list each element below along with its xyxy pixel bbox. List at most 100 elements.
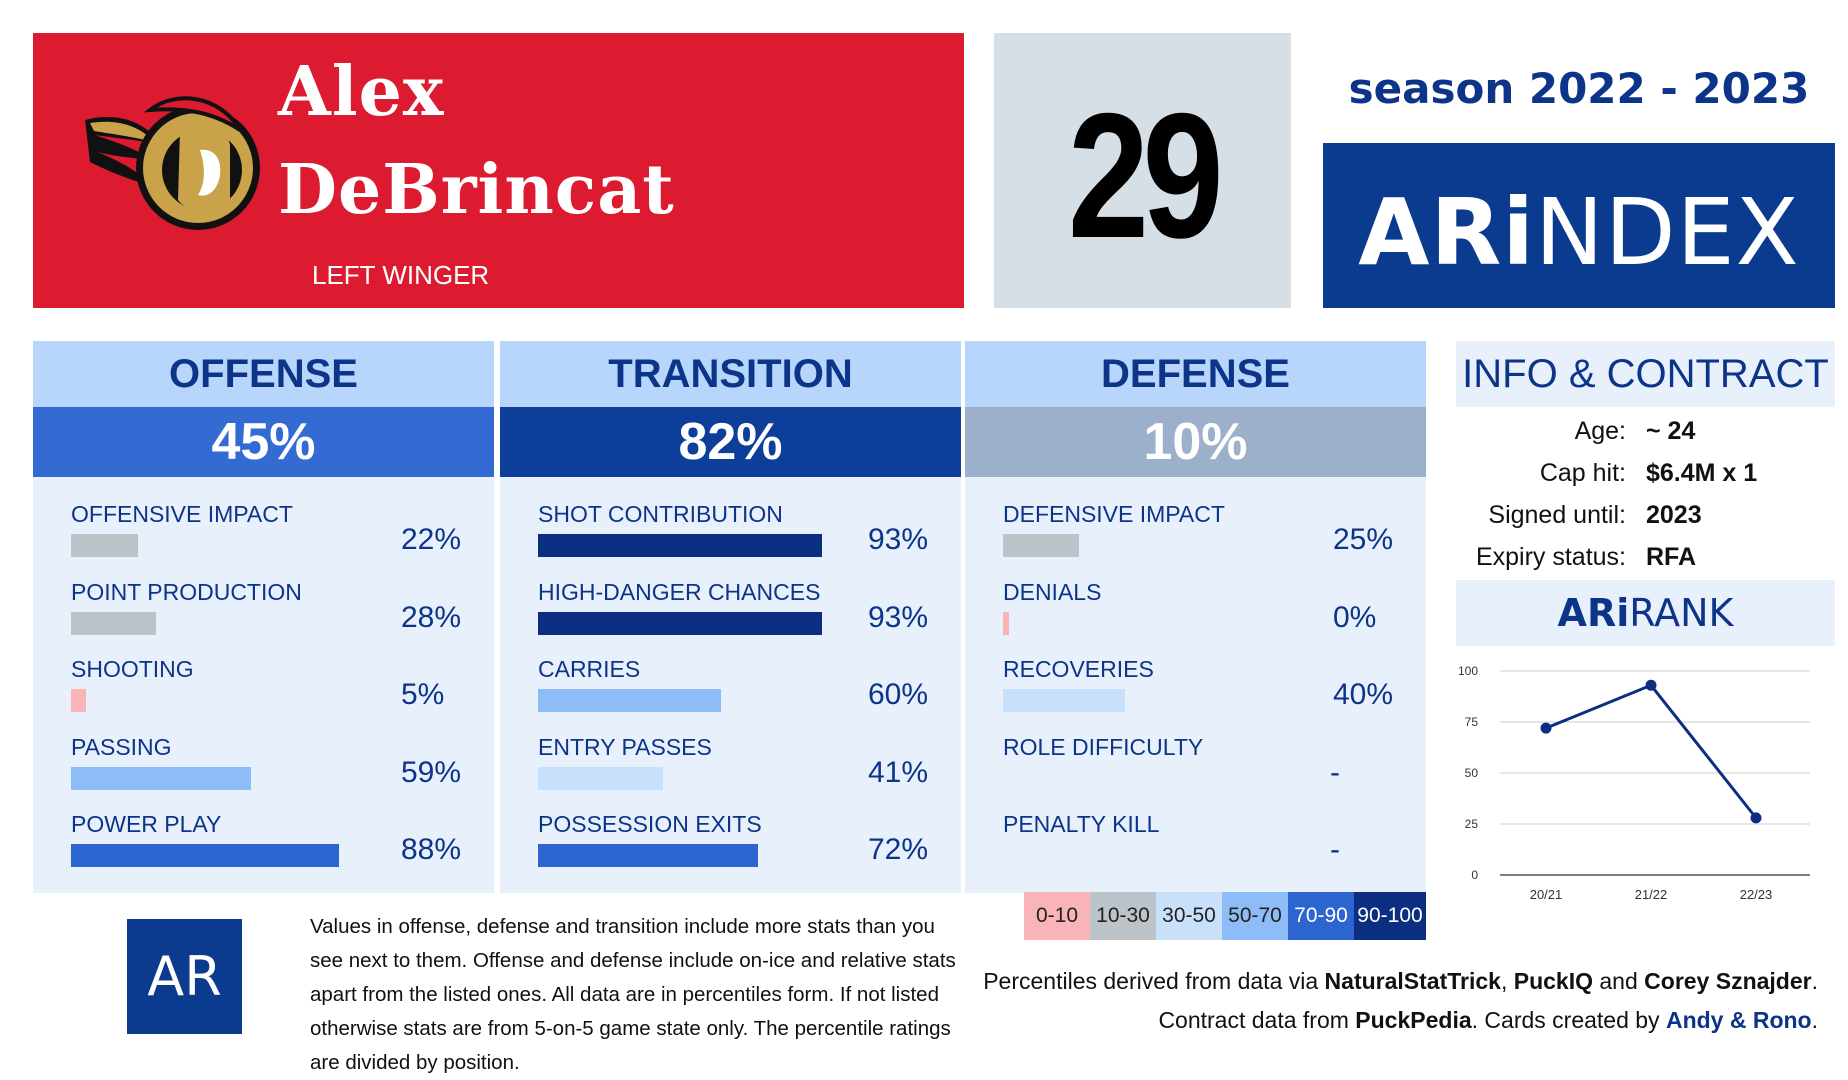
stat-value: 22% bbox=[401, 523, 462, 556]
rank-prefix: ARi bbox=[1557, 591, 1630, 635]
legend-10-30: 10-30 bbox=[1090, 892, 1156, 940]
info-expiry-label: Expiry status: bbox=[1475, 543, 1626, 571]
stat-bar bbox=[538, 844, 758, 867]
offense-stats: OFFENSIVE IMPACT 22% POINT PRODUCTION 28% SH… bbox=[33, 477, 494, 893]
y-tick-label: 0 bbox=[1471, 868, 1478, 882]
stat-value: 25% bbox=[1333, 523, 1394, 556]
info-caphit-value: $6.4M x 1 bbox=[1646, 459, 1758, 487]
stat-label: PASSING bbox=[71, 733, 172, 760]
info-title: INFO & CONTRACT bbox=[1456, 341, 1835, 407]
x-tick-label: 22/23 bbox=[1740, 887, 1773, 902]
stat-label: CARRIES bbox=[538, 656, 641, 682]
stat-value: 88% bbox=[401, 833, 462, 866]
name-panel: Alex DeBrincat LEFT WINGER bbox=[33, 33, 964, 308]
brand-logo: ARiNDEX bbox=[1323, 179, 1835, 286]
jersey-number: 29 bbox=[1067, 76, 1224, 275]
rank-point bbox=[1645, 679, 1657, 691]
rank-title: ARiRANK bbox=[1456, 580, 1835, 646]
brand-suffix: NDEX bbox=[1534, 179, 1800, 286]
stat-value: 28% bbox=[401, 600, 462, 634]
credits-line-2: Contract data from PuckPedia. Cards crea… bbox=[1158, 1007, 1818, 1034]
stat-label: POSSESSION EXITS bbox=[538, 811, 762, 837]
transition-section: TRANSITION 82% SHOT CONTRIBUTION 93% HIGH-… bbox=[500, 341, 961, 893]
rank-point bbox=[1540, 722, 1552, 734]
brand-panel: ARiNDEX bbox=[1323, 143, 1835, 308]
defense-title: DEFENSE bbox=[965, 341, 1426, 407]
credit-naturalstattrick: NaturalStatTrick bbox=[1324, 968, 1501, 994]
stat-bar bbox=[71, 844, 340, 867]
number-panel: 29 bbox=[994, 33, 1291, 308]
info-rows: Age: ~ 24 Cap hit: $6.4M x 1 Signed unti… bbox=[1456, 407, 1835, 577]
player-last-name: DeBrincat bbox=[278, 150, 675, 230]
info-expiry-value: RFA bbox=[1646, 543, 1696, 571]
stat-value: 0% bbox=[1333, 600, 1377, 634]
footer-note: Values in offense, defense and transitio… bbox=[310, 915, 956, 1074]
defense-pct: 10% bbox=[965, 407, 1426, 477]
stat-bar bbox=[71, 534, 139, 557]
stat-label: RECOVERIES bbox=[1003, 656, 1154, 682]
legend-30-50: 30-50 bbox=[1156, 892, 1222, 940]
info-age-value: ~ 24 bbox=[1646, 417, 1696, 445]
stat-label: DENIALS bbox=[1003, 578, 1102, 605]
team-logo-icon bbox=[85, 96, 260, 230]
stat-label: PENALTY KILL bbox=[1003, 811, 1160, 837]
player-position: LEFT WINGER bbox=[312, 260, 490, 290]
stat-value: 59% bbox=[401, 755, 462, 789]
stat-label: POINT PRODUCTION bbox=[71, 578, 302, 605]
stat-bar bbox=[71, 689, 87, 712]
brand-prefix: ARi bbox=[1358, 179, 1535, 286]
defense-section: DEFENSE 10% DEFENSIVE IMPACT 25% DENIALS 0%… bbox=[965, 341, 1426, 893]
stat-label: ROLE DIFFICULTY bbox=[1003, 733, 1204, 760]
info-age-label: Age: bbox=[1574, 417, 1626, 445]
legend-50-70: 50-70 bbox=[1222, 892, 1288, 940]
stat-label: OFFENSIVE IMPACT bbox=[71, 501, 293, 527]
y-tick-label: 50 bbox=[1465, 766, 1479, 780]
stat-value: 60% bbox=[868, 678, 929, 711]
y-tick-label: 25 bbox=[1465, 817, 1479, 831]
y-tick-label: 100 bbox=[1458, 664, 1478, 678]
offense-pct: 45% bbox=[33, 407, 494, 477]
y-tick-label: 75 bbox=[1465, 715, 1479, 729]
info-caphit-label: Cap hit: bbox=[1539, 459, 1626, 487]
player-first-name: Alex bbox=[278, 52, 445, 132]
stat-label: SHOOTING bbox=[71, 656, 194, 682]
legend-0-10: 0-10 bbox=[1024, 892, 1090, 940]
rank-line bbox=[1545, 683, 1758, 819]
credit-puckiq: PuckIQ bbox=[1513, 968, 1593, 994]
rank-suffix: RANK bbox=[1629, 591, 1734, 635]
rank-point bbox=[1750, 812, 1762, 824]
stat-value: 72% bbox=[868, 833, 929, 866]
contract-prefix: Contract data from bbox=[1158, 1007, 1356, 1033]
rank-chart: 0 25 50 75 100 20/21 21/22 22/23 bbox=[1458, 664, 1810, 902]
x-tick-label: 21/22 bbox=[1635, 887, 1668, 902]
cards-prefix: . Cards created by bbox=[1471, 1007, 1666, 1033]
stat-bar bbox=[538, 611, 822, 635]
stat-bar bbox=[71, 766, 251, 790]
transition-title: TRANSITION bbox=[500, 341, 961, 407]
credits-end1: . bbox=[1811, 968, 1818, 994]
stat-value: - bbox=[1330, 833, 1340, 866]
credit-corey-sznajder: Corey Sznajder bbox=[1644, 968, 1812, 994]
ar-logo: AR bbox=[127, 919, 242, 1034]
stat-label: HIGH-DANGER CHANCES bbox=[538, 578, 821, 605]
season-label: season 2022 - 2023 bbox=[1348, 64, 1810, 113]
stat-label: SHOT CONTRIBUTION bbox=[538, 501, 783, 527]
stat-bar bbox=[538, 689, 721, 712]
stat-value: 93% bbox=[868, 600, 929, 634]
info-signed-label: Signed until: bbox=[1488, 501, 1626, 529]
stat-bar bbox=[1003, 611, 1009, 635]
credits-sep2: and bbox=[1593, 968, 1645, 994]
stat-bar bbox=[538, 766, 664, 790]
stat-value: 5% bbox=[401, 678, 445, 711]
stat-bar bbox=[538, 534, 822, 557]
offense-title: OFFENSE bbox=[33, 341, 494, 407]
credits-sep1: , bbox=[1500, 968, 1514, 994]
credits-line-1: Percentiles derived from data via Natura… bbox=[983, 968, 1818, 995]
stat-bar bbox=[1003, 534, 1080, 557]
offense-section: OFFENSE 45% OFFENSIVE IMPACT 22% POINT PRO… bbox=[33, 341, 494, 893]
legend-70-90: 70-90 bbox=[1288, 892, 1354, 940]
stat-bar bbox=[71, 611, 157, 635]
legend-90-100: 90-100 bbox=[1354, 892, 1426, 940]
credits-prefix: Percentiles derived from data via bbox=[983, 968, 1325, 994]
stat-bar bbox=[1003, 689, 1125, 712]
